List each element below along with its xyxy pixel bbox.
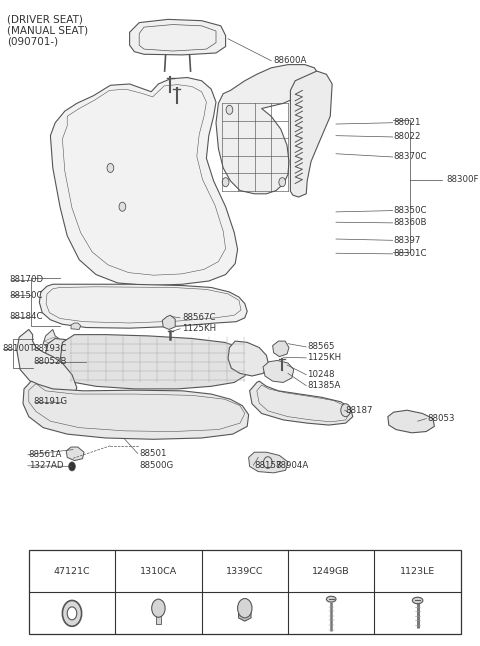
Polygon shape — [239, 609, 251, 621]
Circle shape — [226, 105, 233, 114]
Polygon shape — [130, 19, 226, 55]
Text: 88052B: 88052B — [34, 357, 67, 366]
Polygon shape — [250, 381, 353, 425]
Text: 88501: 88501 — [139, 449, 167, 458]
Text: 88350C: 88350C — [394, 206, 427, 215]
Text: 1327AD: 1327AD — [29, 461, 63, 470]
Text: 47121C: 47121C — [54, 567, 90, 576]
Bar — [156, 607, 161, 624]
Text: 88187: 88187 — [346, 406, 373, 415]
Circle shape — [222, 178, 229, 187]
Text: 88193C: 88193C — [34, 344, 67, 353]
Text: 10248: 10248 — [307, 370, 335, 379]
Polygon shape — [43, 329, 149, 359]
Text: 88300F: 88300F — [446, 175, 479, 184]
Text: 88150C: 88150C — [10, 291, 43, 300]
Polygon shape — [388, 410, 434, 433]
Polygon shape — [60, 335, 250, 389]
Polygon shape — [63, 340, 89, 359]
Polygon shape — [290, 71, 332, 197]
Text: 1125KH: 1125KH — [182, 324, 216, 333]
Polygon shape — [39, 284, 247, 328]
Ellipse shape — [326, 596, 336, 602]
Text: (090701-): (090701-) — [7, 36, 59, 46]
Text: 88157: 88157 — [254, 461, 282, 470]
Text: 1123LE: 1123LE — [400, 567, 435, 576]
Polygon shape — [216, 65, 319, 194]
Polygon shape — [71, 323, 81, 329]
Text: 88053: 88053 — [427, 414, 455, 423]
Polygon shape — [23, 381, 249, 439]
Polygon shape — [162, 315, 175, 329]
Text: 81385A: 81385A — [307, 381, 341, 390]
Text: (MANUAL SEAT): (MANUAL SEAT) — [7, 25, 88, 35]
Polygon shape — [273, 341, 289, 357]
Text: 88600A: 88600A — [274, 56, 307, 65]
Ellipse shape — [412, 597, 423, 603]
Text: 1249GB: 1249GB — [312, 567, 350, 576]
Circle shape — [67, 607, 77, 620]
Text: 88100T: 88100T — [2, 344, 35, 353]
Text: (DRIVER SEAT): (DRIVER SEAT) — [7, 14, 83, 24]
Circle shape — [107, 163, 114, 172]
Text: 88191G: 88191G — [34, 397, 68, 406]
Polygon shape — [228, 341, 269, 376]
Circle shape — [341, 404, 350, 417]
Text: 1310CA: 1310CA — [140, 567, 177, 576]
Circle shape — [152, 599, 165, 618]
Circle shape — [119, 202, 126, 211]
Text: 88022: 88022 — [394, 132, 421, 141]
Polygon shape — [17, 329, 77, 395]
Text: 88904A: 88904A — [275, 461, 308, 470]
Text: 88184C: 88184C — [10, 312, 43, 321]
Text: 88301C: 88301C — [394, 249, 427, 258]
Polygon shape — [66, 447, 84, 461]
Text: 88567C: 88567C — [182, 313, 216, 322]
Text: 88021: 88021 — [394, 118, 421, 127]
Text: 88370C: 88370C — [394, 152, 427, 162]
Text: 88565: 88565 — [307, 342, 335, 351]
Text: 88170D: 88170D — [10, 275, 44, 284]
Polygon shape — [50, 78, 238, 286]
Text: 88360B: 88360B — [394, 218, 427, 227]
Circle shape — [238, 598, 252, 618]
Polygon shape — [263, 360, 294, 382]
Polygon shape — [249, 452, 288, 473]
Text: 88397: 88397 — [394, 236, 421, 245]
Circle shape — [279, 178, 286, 187]
Circle shape — [62, 601, 82, 627]
Bar — [29, 550, 461, 634]
Text: 1125KH: 1125KH — [307, 353, 341, 362]
Text: 88561A: 88561A — [29, 450, 62, 459]
Text: 1339CC: 1339CC — [226, 567, 264, 576]
Polygon shape — [46, 339, 85, 367]
Text: 88500G: 88500G — [139, 461, 173, 470]
Circle shape — [69, 462, 75, 471]
